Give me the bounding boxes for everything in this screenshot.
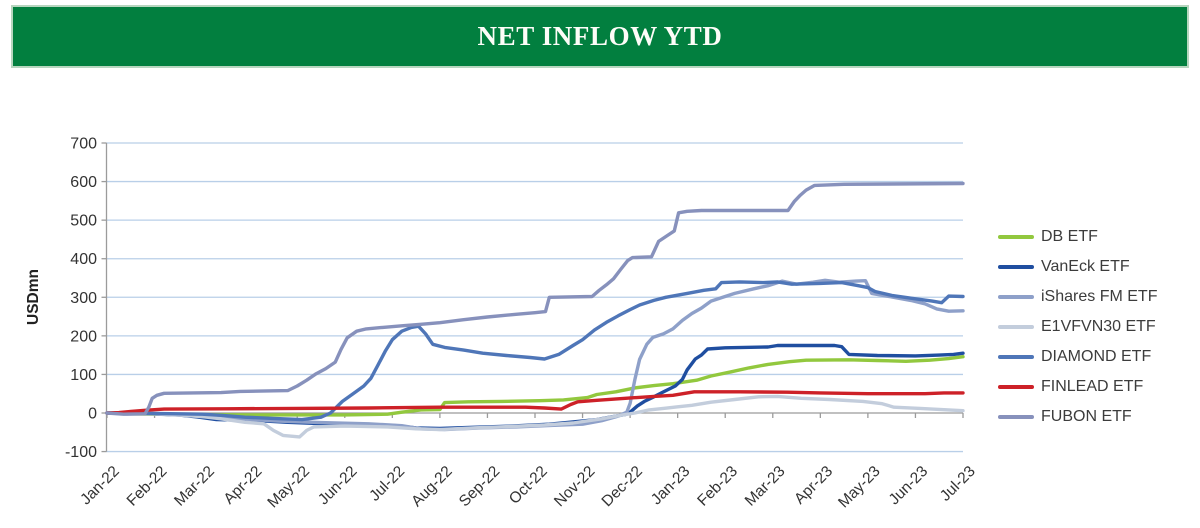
legend-item-ishares-fm-etf: iShares FM ETF xyxy=(998,282,1157,312)
title-banner: NET INFLOW YTD xyxy=(11,5,1189,68)
series-line-ishares-fm-etf xyxy=(105,278,965,432)
y-axis-title: USDmn xyxy=(25,269,42,325)
legend-swatch-db-etf xyxy=(998,235,1034,239)
series-lines xyxy=(105,181,965,439)
legend-label: iShares FM ETF xyxy=(1041,288,1158,305)
legend-label: DIAMOND ETF xyxy=(1041,348,1152,365)
legend-label: VanEck ETF xyxy=(1041,258,1130,275)
legend-swatch-finlead-etf xyxy=(998,385,1034,389)
axes xyxy=(101,142,964,453)
legend-item-diamond-etf: DIAMOND ETF xyxy=(998,342,1157,372)
legend-swatch-e1vfvn30-etf xyxy=(998,325,1034,329)
gridlines xyxy=(106,142,963,453)
x-tick-label: Jun-23 xyxy=(886,463,932,509)
y-tick-label: 400 xyxy=(70,251,97,268)
x-tick-label: Dec-22 xyxy=(599,463,646,510)
x-tick-label: Apr-22 xyxy=(221,463,266,508)
x-tick-label: Aug-22 xyxy=(408,463,455,510)
x-tick-label: Apr-23 xyxy=(791,463,836,508)
series-line-e1vfvn30-etf xyxy=(105,394,965,439)
x-tick-label: Jul-23 xyxy=(937,463,979,505)
x-tick-label: Mar-23 xyxy=(742,463,789,510)
x-tick-label: May-22 xyxy=(264,463,313,512)
x-tick-label: May-23 xyxy=(835,463,884,512)
legend-swatch-vaneck-etf xyxy=(998,265,1034,269)
y-tick-label: 500 xyxy=(70,213,97,230)
legend-label: E1VFVN30 ETF xyxy=(1041,318,1156,335)
y-tick-label: 700 xyxy=(70,136,97,153)
chart-legend: DB ETF VanEck ETF iShares FM ETF E1VFVN3… xyxy=(998,222,1157,432)
legend-swatch-fubon-etf xyxy=(998,415,1034,419)
y-tick-label: 300 xyxy=(70,290,97,307)
legend-item-db-etf: DB ETF xyxy=(998,222,1157,252)
legend-label: DB ETF xyxy=(1041,228,1098,245)
chart-title: NET INFLOW YTD xyxy=(477,21,723,51)
y-tick-label: -100 xyxy=(65,444,97,461)
x-tick-label: Sep-22 xyxy=(456,463,503,510)
x-tick-label: Oct-22 xyxy=(506,463,551,508)
legend-item-finlead-etf: FINLEAD ETF xyxy=(998,372,1157,402)
legend-label: FINLEAD ETF xyxy=(1041,378,1144,395)
legend-label: FUBON ETF xyxy=(1041,408,1132,425)
x-tick-label: Nov-22 xyxy=(551,463,598,510)
x-tick-label: Jul-22 xyxy=(366,463,408,505)
legend-item-fubon-etf: FUBON ETF xyxy=(998,402,1157,432)
legend-swatch-ishares-fm-etf xyxy=(998,295,1034,299)
series-line-finlead-etf xyxy=(105,390,965,415)
x-tick-label: Mar-22 xyxy=(171,463,218,510)
legend-item-vaneck-etf: VanEck ETF xyxy=(998,252,1157,282)
series-line-diamond-etf xyxy=(105,280,965,422)
x-tick-label: Jun-22 xyxy=(315,463,361,509)
legend-item-e1vfvn30-etf: E1VFVN30 ETF xyxy=(998,312,1157,342)
y-tick-label: 200 xyxy=(70,328,97,345)
x-tick-label: Feb-22 xyxy=(124,463,171,510)
series-line-fubon-etf xyxy=(105,181,965,416)
y-tick-label: 600 xyxy=(70,174,97,191)
legend-swatch-diamond-etf xyxy=(998,355,1034,359)
y-tick-label: 0 xyxy=(88,406,97,423)
x-tick-label: Jan-22 xyxy=(77,463,123,509)
y-tick-label: 100 xyxy=(70,367,97,384)
x-tick-label: Jan-23 xyxy=(648,463,694,509)
x-tick-label: Feb-23 xyxy=(694,463,741,510)
series-line-db-etf xyxy=(105,355,965,417)
